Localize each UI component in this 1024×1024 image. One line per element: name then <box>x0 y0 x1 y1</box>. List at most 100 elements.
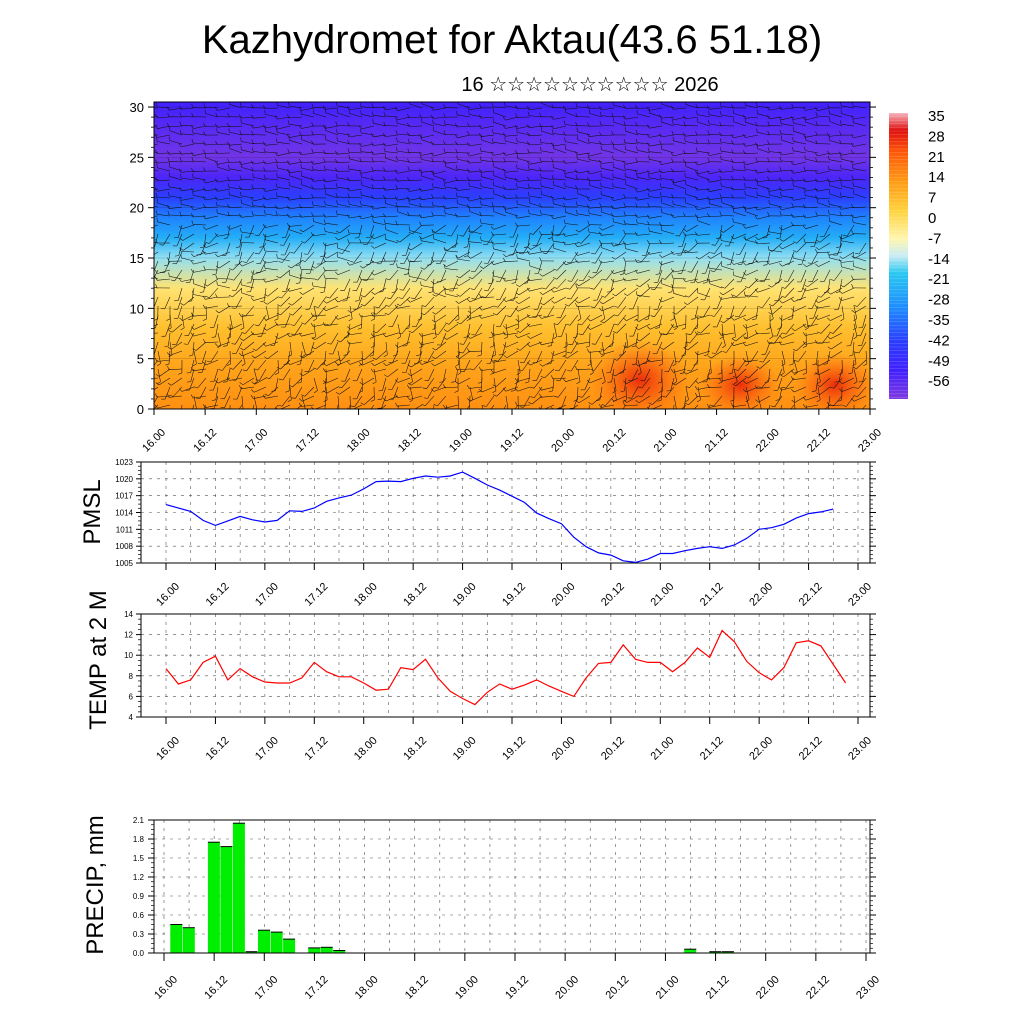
wind-barb <box>348 196 363 199</box>
wind-barb <box>313 305 317 319</box>
wind-barb-flag <box>574 243 578 248</box>
wind-barb <box>800 269 807 283</box>
wind-barb <box>631 368 639 381</box>
wind-barb-flag <box>742 325 746 329</box>
wind-barb <box>745 341 759 347</box>
wind-barb-flag <box>358 125 362 130</box>
wind-barb <box>784 287 795 298</box>
wind-barb <box>625 168 639 172</box>
wind-barb-flag <box>780 191 782 196</box>
wind-barb-flag <box>311 337 316 341</box>
wind-barb <box>532 224 543 235</box>
wind-barb-flag <box>179 105 182 110</box>
x-tick-label: 23.00 <box>856 427 884 455</box>
wind-barb <box>601 194 615 199</box>
wind-barb <box>349 395 351 409</box>
wind-barb <box>312 134 327 136</box>
wind-barb <box>290 260 303 269</box>
wind-barb <box>517 125 531 129</box>
wind-barb <box>326 251 339 259</box>
wind-barb <box>553 323 558 337</box>
wind-barb-flag <box>598 403 602 408</box>
wind-barb-flag <box>262 195 266 200</box>
wind-barb <box>154 241 159 244</box>
wind-barb-flag <box>191 112 194 117</box>
wind-barb-flag <box>310 232 314 237</box>
wind-barb <box>789 251 795 265</box>
wind-barb <box>181 224 195 230</box>
wind-barb <box>481 222 495 226</box>
wind-barb <box>445 293 459 298</box>
wind-barb-flag <box>623 230 626 234</box>
wind-barb <box>301 167 315 172</box>
wind-barb <box>818 242 831 250</box>
wind-barb <box>154 224 159 227</box>
wind-barb <box>253 368 258 382</box>
wind-barb-flag <box>443 140 446 145</box>
wind-barb-flag <box>240 137 242 142</box>
wind-barb-flag <box>730 134 734 139</box>
wind-barb-flag <box>482 405 487 407</box>
wind-barb-flag <box>310 406 314 409</box>
wind-barb-flag <box>144 257 147 259</box>
precip-bar <box>721 951 734 953</box>
wind-barb-flag <box>432 327 437 331</box>
wind-barb-flag <box>623 138 626 143</box>
wind-barb <box>829 113 843 118</box>
wind-barb <box>781 195 795 199</box>
wind-barb <box>816 124 831 127</box>
wind-barb <box>661 121 675 127</box>
wind-barb <box>601 168 615 172</box>
wind-barb <box>376 323 387 334</box>
wind-barb-flag <box>659 183 662 188</box>
wind-barb <box>204 206 219 208</box>
wind-barb-flag <box>407 382 412 386</box>
wind-barb <box>292 305 303 316</box>
wind-barb-flag <box>456 255 458 260</box>
wind-barb <box>421 197 435 200</box>
wind-barb <box>373 215 387 218</box>
wind-barb-flag <box>756 191 758 196</box>
wind-barb-flag <box>695 186 698 191</box>
wind-barb-flag <box>647 326 651 330</box>
pmsl-x-axis: 16.00 16.12 17.00 17.12 18.00 18.12 19.00 19.12… <box>154 563 874 609</box>
wind-barb <box>192 142 207 145</box>
wind-barb <box>781 386 795 391</box>
wind-barb-flag <box>336 340 341 343</box>
wind-barb-flag <box>575 366 578 370</box>
wind-barb-flag <box>431 141 434 146</box>
wind-barb-flag <box>514 327 519 330</box>
wind-barb <box>600 242 615 244</box>
wind-barb-flag <box>708 119 710 124</box>
wind-barb <box>380 404 387 409</box>
wind-barb-flag <box>455 300 459 304</box>
wind-barb <box>294 323 303 335</box>
wind-barb <box>638 395 651 404</box>
wind-barb <box>723 224 735 233</box>
wind-barb <box>301 184 315 190</box>
wind-barb-flag <box>506 315 511 317</box>
wind-barb-flag <box>599 239 602 244</box>
wind-barb <box>397 116 411 121</box>
wind-barb-flag <box>322 322 326 326</box>
wind-barb <box>679 224 687 237</box>
wind-barb <box>374 359 387 366</box>
wind-barb <box>426 377 435 389</box>
wind-barb-flag <box>756 128 758 133</box>
precip-x-axis: 16.00 16.12 17.00 17.12 18.00 18.12 19.00 19.12… <box>152 953 882 1002</box>
wind-barb <box>804 242 819 244</box>
wind-barb-flag <box>808 307 813 309</box>
wind-barb <box>673 404 675 409</box>
wind-barb <box>370 404 375 409</box>
wind-barb <box>708 133 723 136</box>
wind-barb <box>468 206 483 209</box>
colorbar-label: 28 <box>928 128 945 145</box>
wind-barb-flag <box>574 340 578 345</box>
temp-y-label: TEMP at 2 M <box>85 590 112 730</box>
wind-barb-flag <box>719 121 722 126</box>
wind-barb-flag <box>791 399 795 403</box>
wind-barb <box>481 240 495 244</box>
wind-barb <box>246 251 255 263</box>
wind-barb-flag <box>647 283 650 288</box>
wind-barb-flag <box>802 116 806 121</box>
